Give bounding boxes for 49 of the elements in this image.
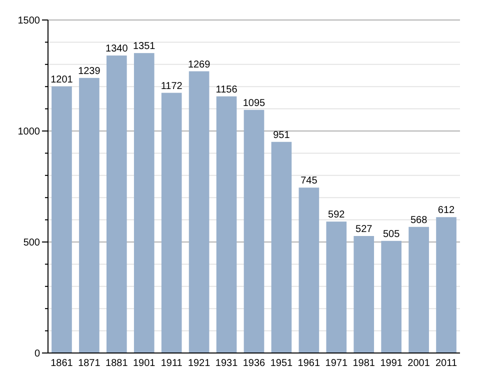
bar [326, 222, 347, 353]
x-tick-label: 1971 [325, 358, 348, 369]
data-label: 1340 [106, 44, 128, 55]
y-tick-label: 500 [23, 238, 40, 248]
y-tick-label: 1000 [18, 126, 40, 138]
x-tick-label: 1861 [50, 358, 74, 369]
data-label: 951 [273, 130, 290, 141]
data-label: 568 [410, 214, 428, 226]
y-tick-label: 1500 [18, 16, 40, 26]
x-tick-label: 1981 [352, 358, 376, 369]
bar [106, 56, 127, 353]
bar [381, 240, 402, 353]
data-label: 612 [438, 205, 456, 216]
x-tick-label: 1901 [133, 358, 156, 369]
x-tick-label: 1991 [380, 358, 403, 369]
data-label: 1156 [216, 84, 238, 96]
y-tick-label: 0 [34, 348, 40, 360]
x-tick-label: 1881 [106, 358, 128, 369]
x-tick-label: 1931 [215, 358, 238, 369]
data-label: 1095 [242, 98, 266, 109]
data-label: 592 [328, 210, 346, 221]
x-tick-label: 1951 [270, 358, 294, 369]
x-tick-label: 1921 [188, 358, 211, 369]
bar [354, 236, 374, 353]
bar [436, 217, 456, 353]
bar [271, 142, 292, 353]
bar [79, 78, 100, 353]
bar [244, 110, 264, 353]
data-label: 1351 [133, 41, 156, 52]
bar [134, 53, 154, 353]
x-tick-label: 1936 [242, 358, 266, 369]
data-label: 1269 [188, 59, 211, 70]
data-label: 1239 [78, 66, 101, 77]
data-label: 505 [382, 228, 400, 240]
x-tick-label: 2011 [436, 358, 458, 369]
bar [188, 71, 210, 353]
bar [216, 96, 237, 353]
bar [52, 86, 72, 353]
data-label: 527 [356, 224, 373, 236]
bar [408, 226, 429, 353]
x-tick-label: 1961 [298, 358, 320, 369]
bar [161, 92, 182, 353]
x-tick-label: 1911 [160, 358, 183, 369]
bar [298, 188, 320, 353]
x-tick-label: 1871 [78, 358, 101, 369]
x-tick-label: 2001 [408, 358, 430, 369]
data-label: 1201 [50, 74, 74, 86]
data-label: 745 [300, 176, 318, 187]
data-label: 1172 [160, 80, 183, 92]
